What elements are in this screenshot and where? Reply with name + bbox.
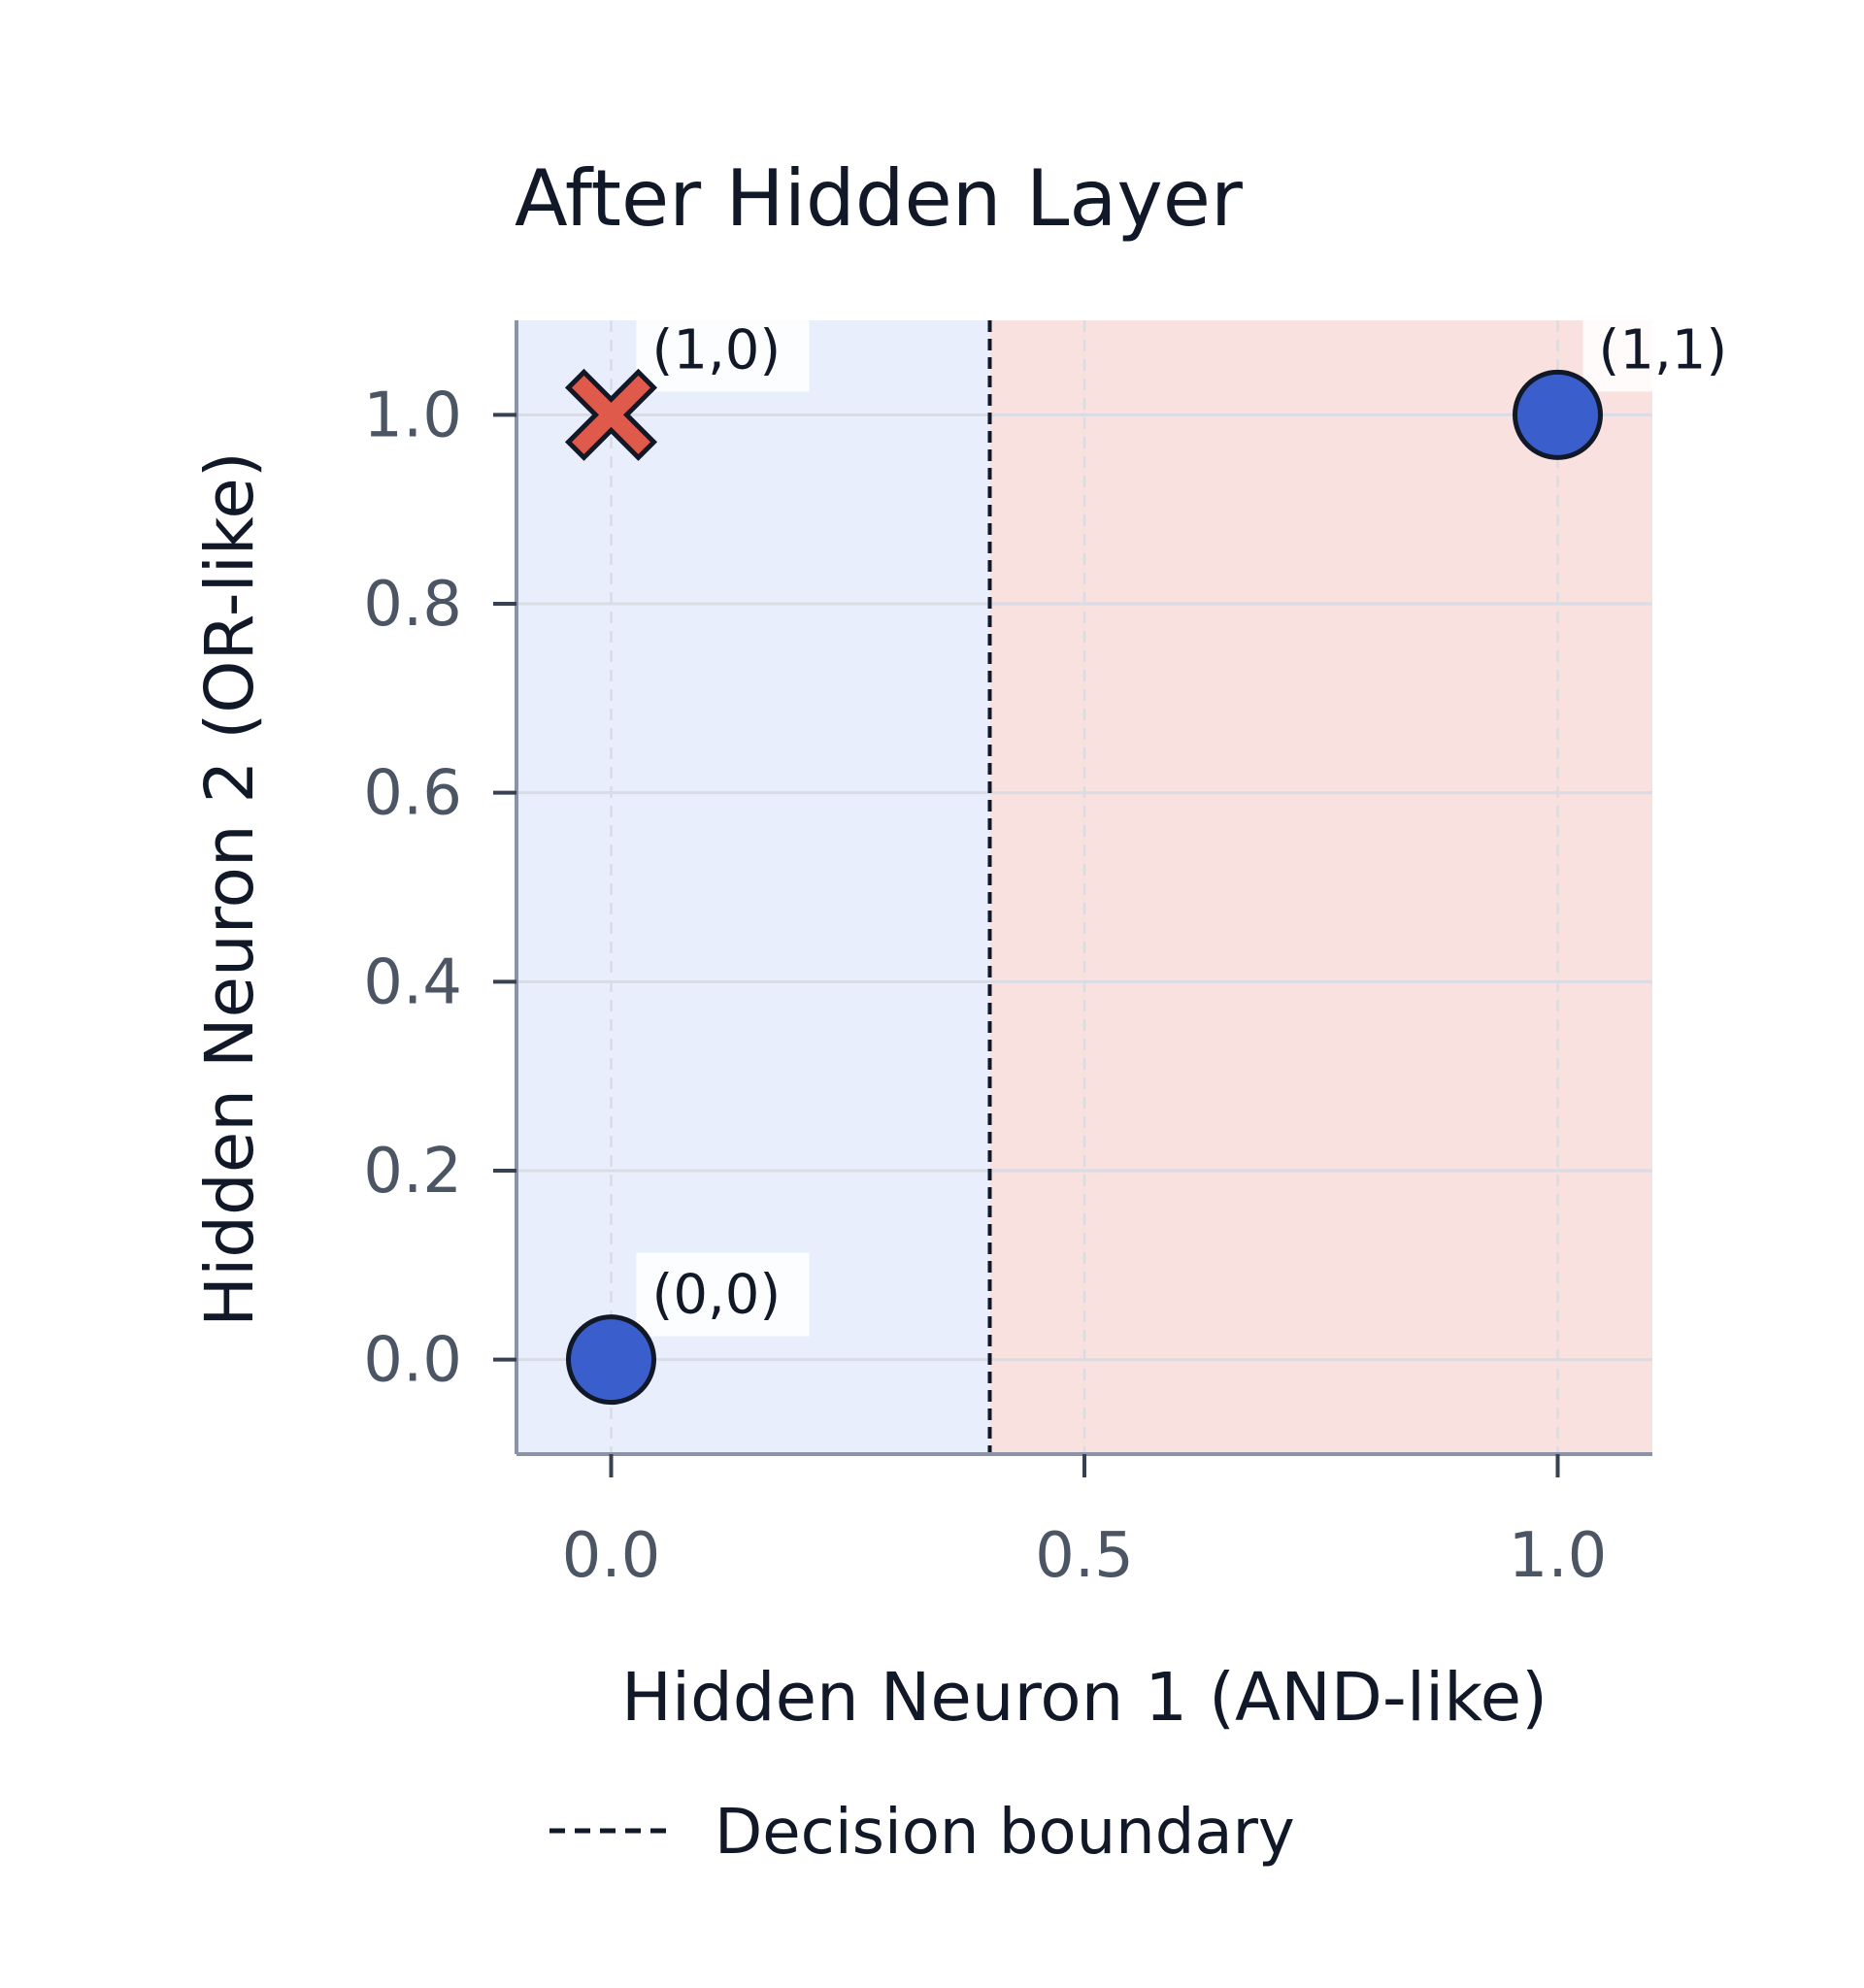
- x-tick-label: 0.5: [1035, 1520, 1134, 1592]
- y-tick-label: 1.0: [363, 380, 462, 451]
- plot-area: 0.0 0.2 0.4 0.6 0.8 1.0 0.0 0.5 1.0 (0,0) (1,0) (1,…: [363, 308, 1756, 1592]
- point-marker-x: [564, 368, 658, 461]
- legend: Decision boundary: [549, 1797, 1295, 1869]
- point-label: (1,0): [652, 318, 782, 381]
- y-axis-label: Hidden Neuron 2 (OR-like): [191, 451, 269, 1327]
- point-label: (1,1): [1599, 318, 1728, 381]
- x-tick-label: 1.0: [1509, 1520, 1608, 1592]
- point-label-background: [636, 308, 810, 392]
- x-tick-label: 0.0: [562, 1520, 661, 1592]
- y-tick-label: 0.2: [363, 1136, 462, 1208]
- legend-label: Decision boundary: [715, 1797, 1295, 1869]
- y-tick-label: 0.6: [363, 758, 462, 830]
- point-label-background: [1582, 308, 1756, 392]
- y-tick-label: 0.4: [363, 946, 462, 1018]
- point-label-background: [636, 1252, 810, 1337]
- region-right: [989, 320, 1652, 1454]
- y-tick-label: 0.8: [363, 569, 462, 641]
- point-label: (0,0): [652, 1264, 782, 1327]
- chart-title: After Hidden Layer: [515, 153, 1243, 244]
- point-marker-circle: [1513, 369, 1603, 460]
- y-tick-label: 0.0: [363, 1325, 462, 1397]
- point-marker-circle: [566, 1314, 656, 1406]
- x-axis-label: Hidden Neuron 1 (AND-like): [621, 1659, 1548, 1737]
